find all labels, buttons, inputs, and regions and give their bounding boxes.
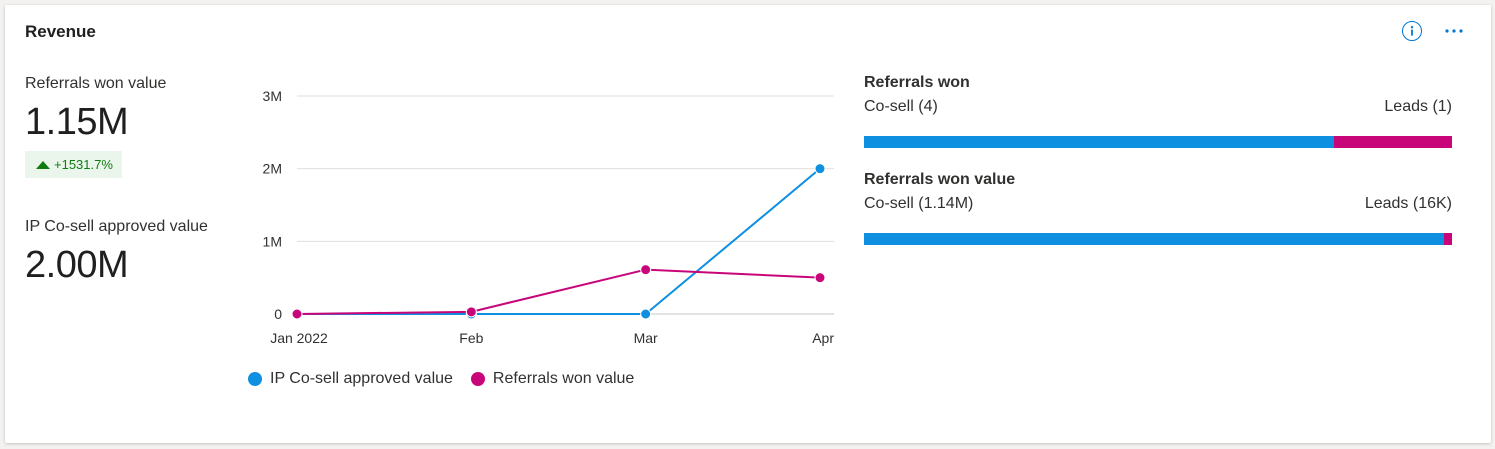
triangle-up-icon bbox=[36, 160, 50, 169]
data-point[interactable] bbox=[814, 163, 826, 175]
series-line-0 bbox=[297, 167, 821, 315]
split-referrals-won: Referrals won Co-sell (4) Leads (1) bbox=[864, 74, 1452, 148]
kpi-ip-cosell-value: 2.00M bbox=[25, 244, 129, 286]
split-bar bbox=[864, 136, 1452, 148]
split-labels: Co-sell (4) Leads (1) bbox=[864, 98, 1452, 116]
x-tick-label: Jan 2022 bbox=[270, 330, 328, 346]
y-tick-label: 2M bbox=[263, 161, 282, 177]
data-point[interactable] bbox=[640, 264, 652, 276]
delta-badge: +1531.7% bbox=[25, 151, 122, 178]
split-left-label: Co-sell (4) bbox=[864, 98, 938, 115]
data-point[interactable] bbox=[291, 308, 303, 320]
split-labels: Co-sell (1.14M) Leads (16K) bbox=[864, 195, 1452, 213]
legend-dot-ip-cosell bbox=[248, 372, 262, 386]
y-tick-label: 1M bbox=[263, 233, 282, 249]
x-tick-label: Feb bbox=[459, 330, 483, 346]
legend-item-ip-cosell[interactable]: IP Co-sell approved value bbox=[248, 370, 453, 388]
split-title: Referrals won bbox=[864, 74, 970, 91]
split-bar bbox=[864, 233, 1452, 245]
delta-value: +1531.7% bbox=[54, 157, 113, 172]
data-point[interactable] bbox=[814, 272, 826, 284]
legend-label-referrals: Referrals won value bbox=[492, 370, 635, 387]
chart-legend: IP Co-sell approved value Referrals won … bbox=[248, 370, 634, 388]
info-icon[interactable] bbox=[1402, 21, 1422, 41]
card-title: Revenue bbox=[25, 22, 96, 41]
x-tick-label: Mar bbox=[634, 330, 658, 346]
y-tick-label: 3M bbox=[263, 88, 282, 104]
legend-label-ip-cosell: IP Co-sell approved value bbox=[270, 370, 453, 387]
data-point[interactable] bbox=[640, 308, 652, 320]
split-right-label: Leads (1) bbox=[1384, 98, 1452, 115]
kpi-referrals-won-value-label: Referrals won value bbox=[25, 75, 167, 92]
kpi-referrals-won-value: 1.15M bbox=[25, 101, 129, 143]
more-horizontal-icon[interactable] bbox=[1442, 19, 1466, 43]
split-left-label: Co-sell (1.14M) bbox=[864, 195, 974, 212]
split-title: Referrals won value bbox=[864, 171, 1016, 188]
legend-dot-referrals bbox=[470, 372, 485, 386]
kpi-ip-cosell-label: IP Co-sell approved value bbox=[25, 218, 208, 235]
y-tick-label: 0 bbox=[274, 306, 282, 322]
series-line-1 bbox=[296, 268, 821, 315]
revenue-card: Revenue Referrals won value 1.15M +1531.… bbox=[5, 5, 1491, 443]
split-segment-leads[interactable] bbox=[1334, 136, 1452, 148]
legend-item-referrals[interactable]: Referrals won value bbox=[470, 370, 635, 388]
split-segment-cosell[interactable] bbox=[864, 233, 1444, 245]
x-tick-label: Apr bbox=[812, 330, 834, 346]
split-right-label: Leads (16K) bbox=[1364, 195, 1452, 212]
split-segment-cosell[interactable] bbox=[864, 136, 1335, 148]
data-point[interactable] bbox=[465, 306, 477, 318]
split-referrals-won-value: Referrals won value Co-sell (1.14M) Lead… bbox=[864, 171, 1452, 245]
split-segment-leads[interactable] bbox=[1443, 233, 1452, 245]
revenue-line-chart: 0 1M 2M 3M Jan 2022 Feb Mar Apr bbox=[263, 88, 835, 346]
